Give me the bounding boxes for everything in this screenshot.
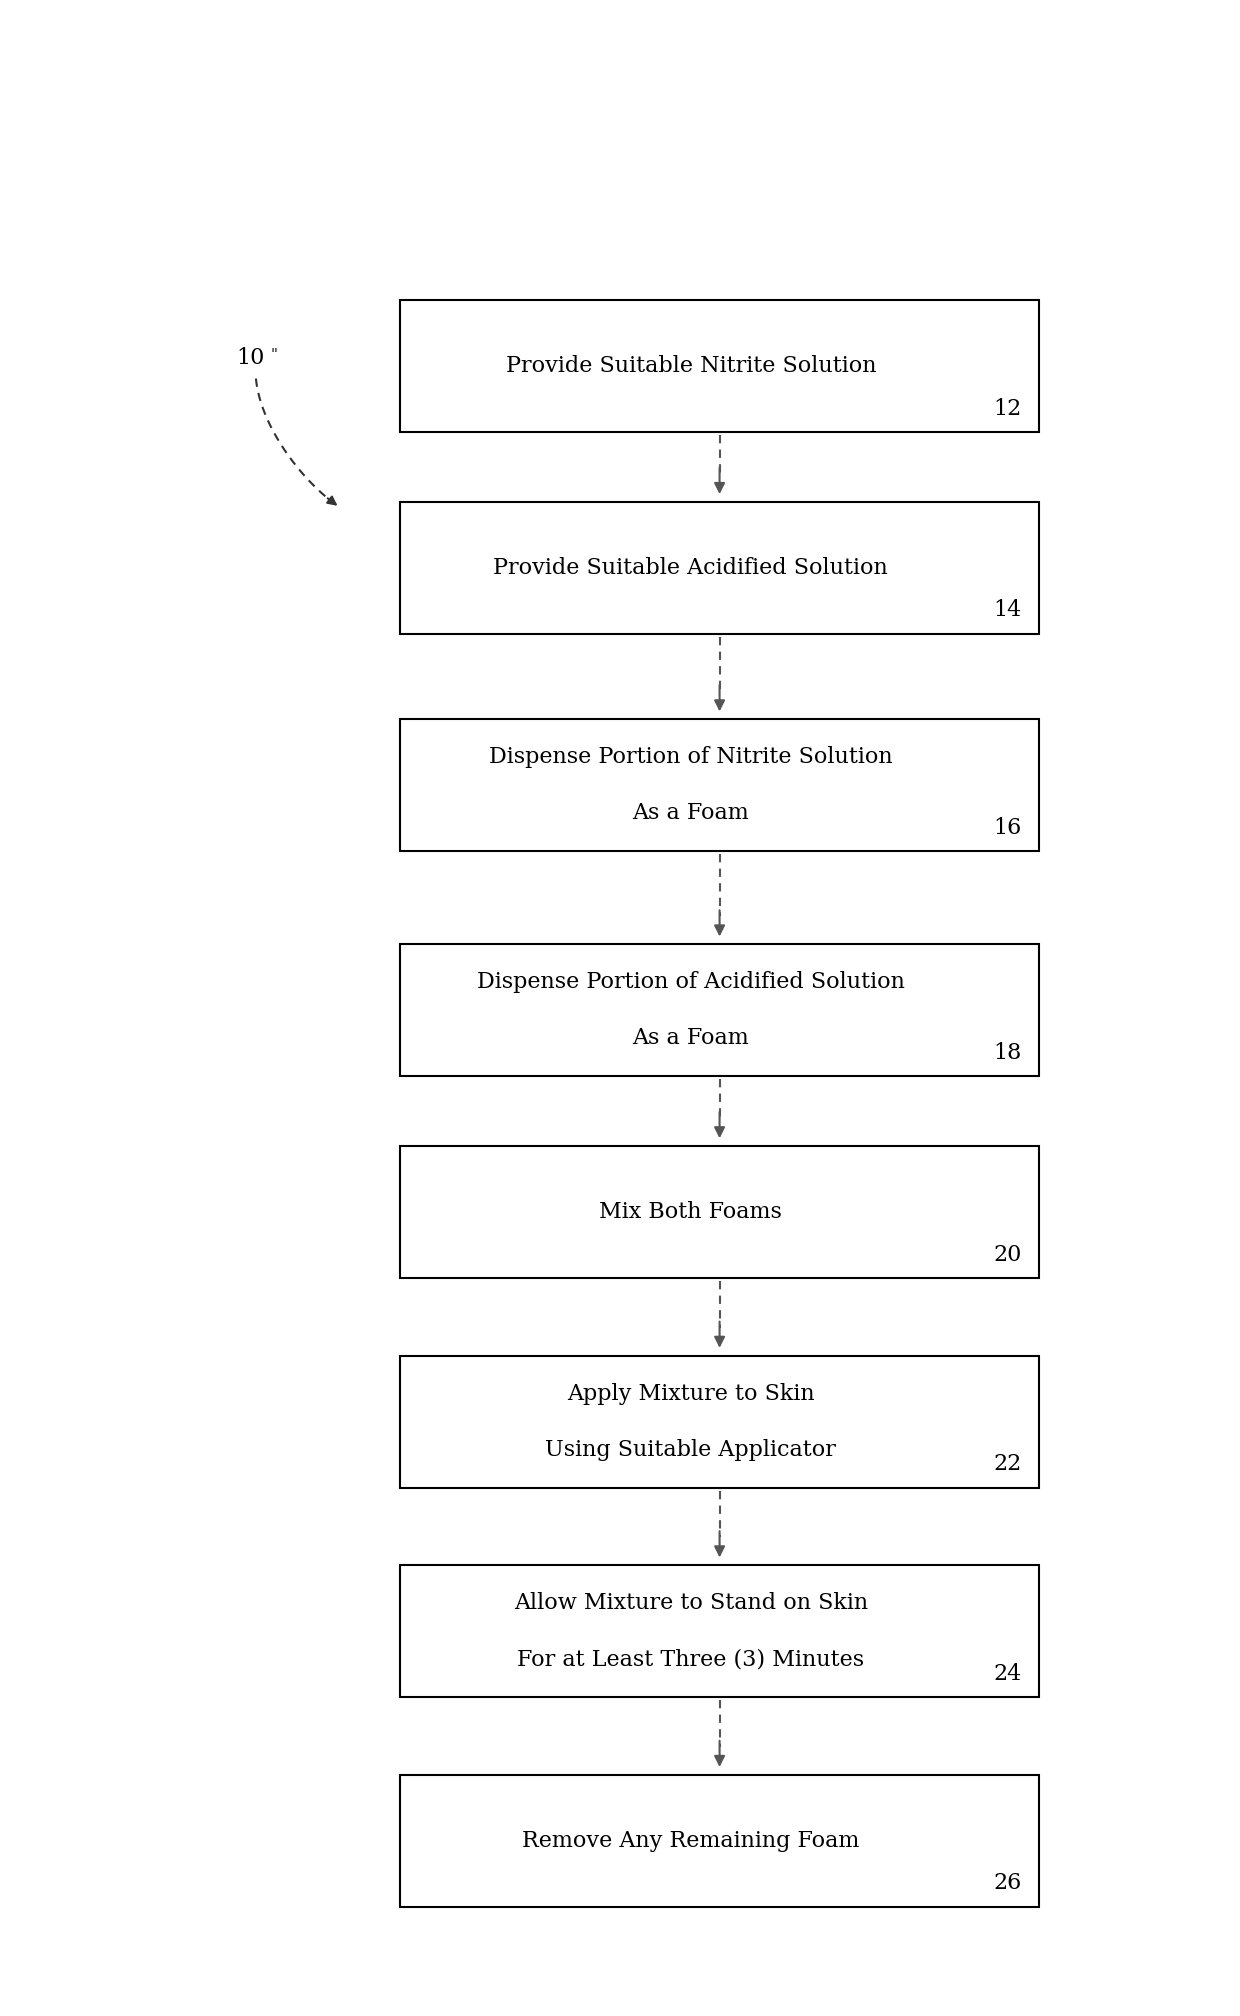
Text: For at Least Three (3) Minutes: For at Least Three (3) Minutes xyxy=(517,1649,864,1669)
Text: 22: 22 xyxy=(993,1454,1022,1476)
Text: 14: 14 xyxy=(993,599,1022,621)
Text: Apply Mixture to Skin: Apply Mixture to Skin xyxy=(567,1383,815,1405)
Text: Remove Any Remaining Foam: Remove Any Remaining Foam xyxy=(522,1831,859,1853)
Text: ": " xyxy=(270,349,278,363)
Bar xyxy=(401,1564,1039,1697)
Text: Provide Suitable Nitrite Solution: Provide Suitable Nitrite Solution xyxy=(506,355,875,377)
Bar xyxy=(401,300,1039,431)
Text: 24: 24 xyxy=(993,1663,1022,1685)
Text: Provide Suitable Acidified Solution: Provide Suitable Acidified Solution xyxy=(494,556,888,579)
Text: 12: 12 xyxy=(993,397,1022,419)
Bar xyxy=(401,502,1039,633)
Text: Dispense Portion of Acidified Solution: Dispense Portion of Acidified Solution xyxy=(477,972,905,994)
Text: 10: 10 xyxy=(237,347,265,369)
Text: As a Foam: As a Foam xyxy=(632,1028,749,1048)
Text: Using Suitable Applicator: Using Suitable Applicator xyxy=(546,1439,836,1462)
Bar xyxy=(401,1147,1039,1278)
Text: Allow Mixture to Stand on Skin: Allow Mixture to Stand on Skin xyxy=(513,1593,868,1615)
Text: 20: 20 xyxy=(993,1244,1022,1266)
Text: 16: 16 xyxy=(993,816,1022,839)
Text: As a Foam: As a Foam xyxy=(632,802,749,825)
Text: Mix Both Foams: Mix Both Foams xyxy=(599,1202,782,1224)
Text: Dispense Portion of Nitrite Solution: Dispense Portion of Nitrite Solution xyxy=(489,746,893,768)
Bar xyxy=(401,1355,1039,1488)
Text: 18: 18 xyxy=(993,1042,1022,1064)
Bar xyxy=(401,1774,1039,1907)
Bar xyxy=(401,720,1039,851)
Bar xyxy=(401,943,1039,1077)
Text: 26: 26 xyxy=(993,1873,1022,1895)
